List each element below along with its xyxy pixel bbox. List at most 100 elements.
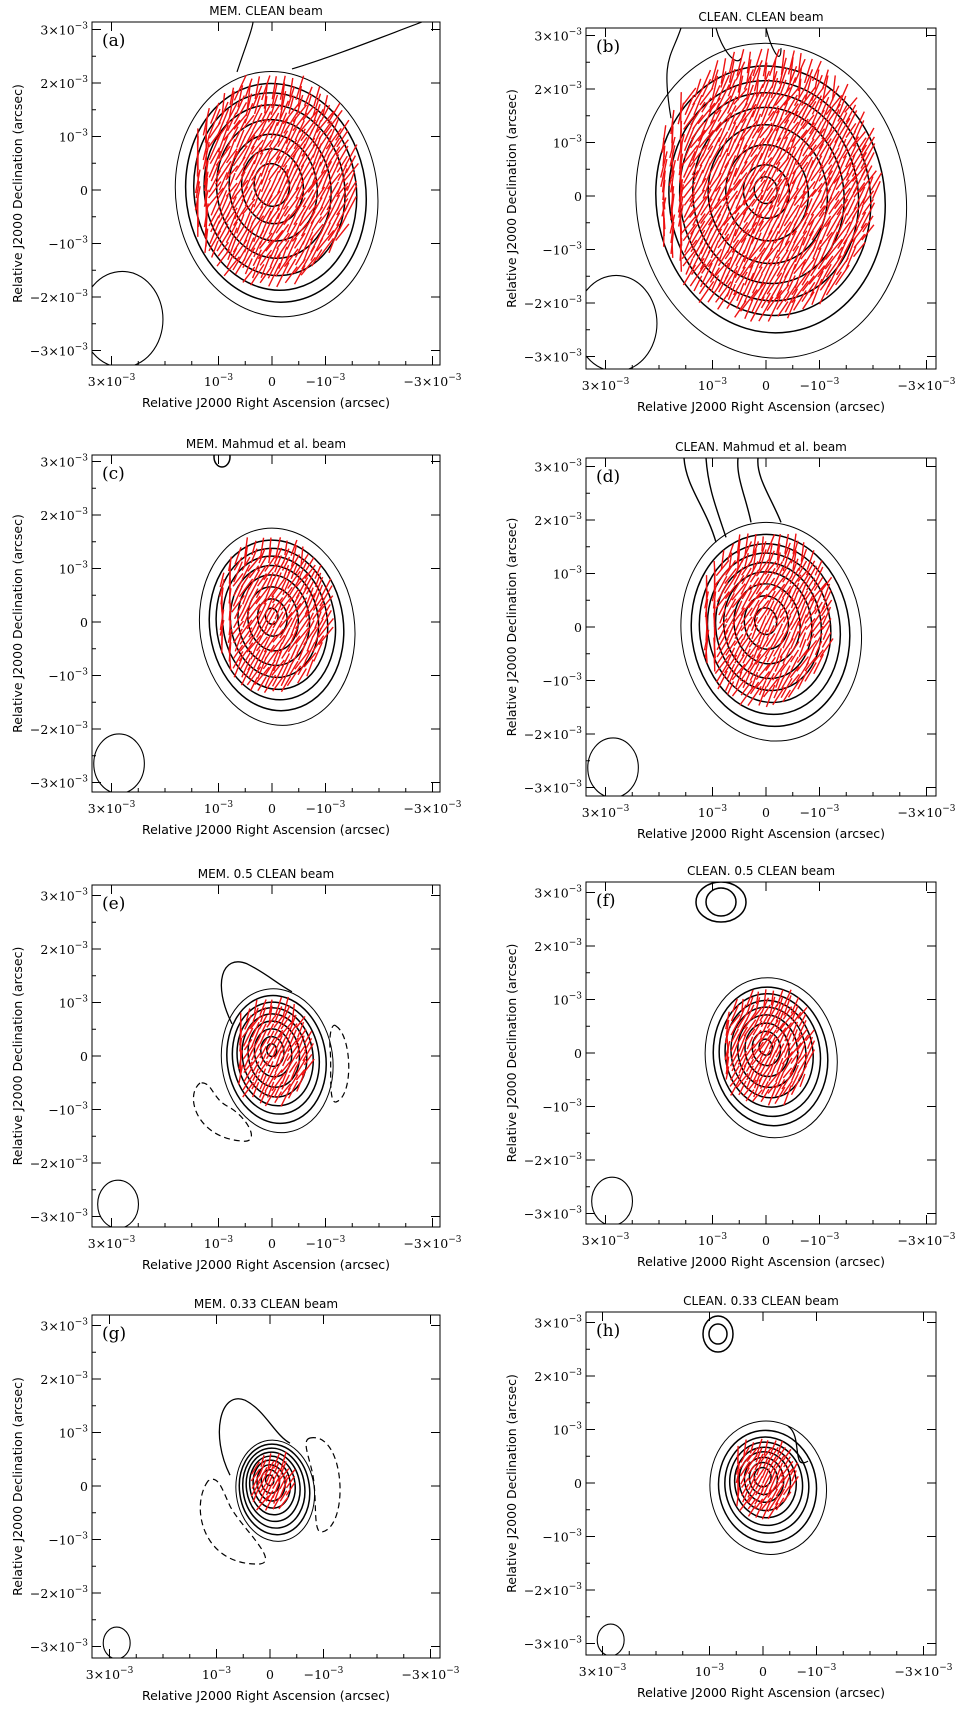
polarization-vector <box>328 154 340 175</box>
polarization-vector <box>273 642 283 662</box>
polarization-vector <box>301 1058 315 1076</box>
polarization-vector <box>703 629 710 651</box>
polarization-vector <box>252 104 263 123</box>
y-tick-label: 2×10−3 <box>534 81 582 97</box>
polarization-vector <box>289 652 299 667</box>
polarization-vector <box>777 177 789 203</box>
polarization-vector <box>680 144 699 167</box>
polarization-vector <box>277 130 289 148</box>
panel-c: MEM. Mahmud et al. beam(c)3×10−3 10−3 0 −10… <box>10 437 462 837</box>
polarization-vector <box>250 1035 262 1054</box>
y-tick-label: −10−3 <box>542 1529 582 1545</box>
polarization-vector <box>711 582 718 602</box>
polarization-vector <box>296 1072 306 1092</box>
polarization-vector <box>267 1453 272 1469</box>
polarization-vector <box>775 1454 785 1469</box>
polarization-vector <box>280 665 292 687</box>
polarization-vector <box>243 1038 253 1051</box>
x-tick-label: 0 <box>266 1667 274 1682</box>
polarization-vector <box>273 1462 280 1474</box>
y-tick-label: 3×10−3 <box>534 459 582 475</box>
polarization-vector <box>818 109 833 135</box>
polarization-vector <box>250 215 265 233</box>
polarization-vector <box>217 125 229 153</box>
polarization-vector <box>853 186 866 211</box>
polarization-vector <box>743 148 754 164</box>
polarization-vector <box>753 1072 762 1089</box>
polarization-vector <box>708 97 722 113</box>
polarization-vector <box>265 628 275 644</box>
polarization-vector <box>259 219 273 246</box>
polarization-vector <box>250 548 258 564</box>
polarization-vector <box>280 1451 287 1471</box>
y-tick-label: 3×10−3 <box>40 1318 88 1334</box>
polarization-vector <box>248 565 260 579</box>
polarization-vector <box>304 564 316 580</box>
polarization-vector <box>786 170 797 193</box>
polarization-vector <box>862 215 874 233</box>
polarization-vector <box>716 647 729 665</box>
polarization-vector <box>260 188 272 209</box>
polarization-vector <box>735 1462 741 1475</box>
polarization-vector <box>242 145 255 166</box>
y-tick-label: 0 <box>80 183 88 198</box>
polarization-vector <box>758 1063 772 1082</box>
polarization-vector <box>838 95 847 115</box>
polarization-vector <box>279 1490 288 1502</box>
polarization-vector <box>767 1004 778 1022</box>
polarization-vector <box>765 684 776 708</box>
polarization-vector <box>757 656 768 672</box>
polarization-vector <box>750 137 765 158</box>
secondary-source <box>695 882 747 923</box>
polarization-vector <box>282 102 301 125</box>
polarization-vector <box>820 202 831 229</box>
polarization-vector <box>791 280 809 304</box>
polarization-vector <box>708 160 721 186</box>
polarization-vector <box>723 654 738 674</box>
polarization-vector <box>290 644 298 660</box>
x-tick-label: −10−3 <box>306 1235 346 1251</box>
polarization-vector <box>790 1064 799 1081</box>
polarization-vector <box>767 86 782 107</box>
polarization-vector <box>319 585 333 607</box>
polarization-vector <box>755 599 770 616</box>
polarization-vector <box>768 543 773 561</box>
polarization-vector <box>727 164 737 182</box>
polarization-vector <box>318 618 335 638</box>
polarization-vector <box>697 102 716 125</box>
polarization-vector <box>677 184 684 213</box>
y-tick-label: −10−3 <box>48 1532 88 1548</box>
polarization-vector <box>818 196 833 217</box>
polarization-vector <box>699 246 713 270</box>
polarization-vector <box>759 1049 771 1066</box>
polarization-vector <box>699 206 713 224</box>
polarization-vector <box>691 247 704 269</box>
polarization-vector <box>785 176 798 203</box>
polarization-vector <box>741 560 753 576</box>
polarization-vector <box>790 1080 800 1096</box>
polarization-vector <box>765 632 776 647</box>
polarization-vector <box>784 126 798 152</box>
polarization-vector <box>683 191 695 206</box>
polarization-vector <box>273 620 283 636</box>
polarization-vector <box>336 204 349 227</box>
polarization-vector <box>286 1043 300 1062</box>
polarization-vector <box>263 83 268 109</box>
polarization-vector <box>228 91 235 119</box>
polarization-vector <box>753 1078 762 1098</box>
polarization-vector <box>760 292 771 309</box>
polarization-vector <box>336 182 349 198</box>
polarization-vector <box>251 254 263 279</box>
polarization-vector <box>743 1079 757 1097</box>
polarization-vector <box>311 153 322 176</box>
polarization-vector <box>295 180 305 199</box>
polarization-vector <box>741 256 757 277</box>
polarization-vector <box>274 996 283 1018</box>
polarization-vector <box>794 196 806 218</box>
polarization-vector <box>740 1467 750 1485</box>
polarization-vector <box>256 626 268 645</box>
polarization-vectors <box>250 1451 296 1511</box>
polarization-vector <box>281 659 291 677</box>
polarization-vector <box>240 572 252 588</box>
x-tick-label: −3×10−3 <box>897 804 955 820</box>
